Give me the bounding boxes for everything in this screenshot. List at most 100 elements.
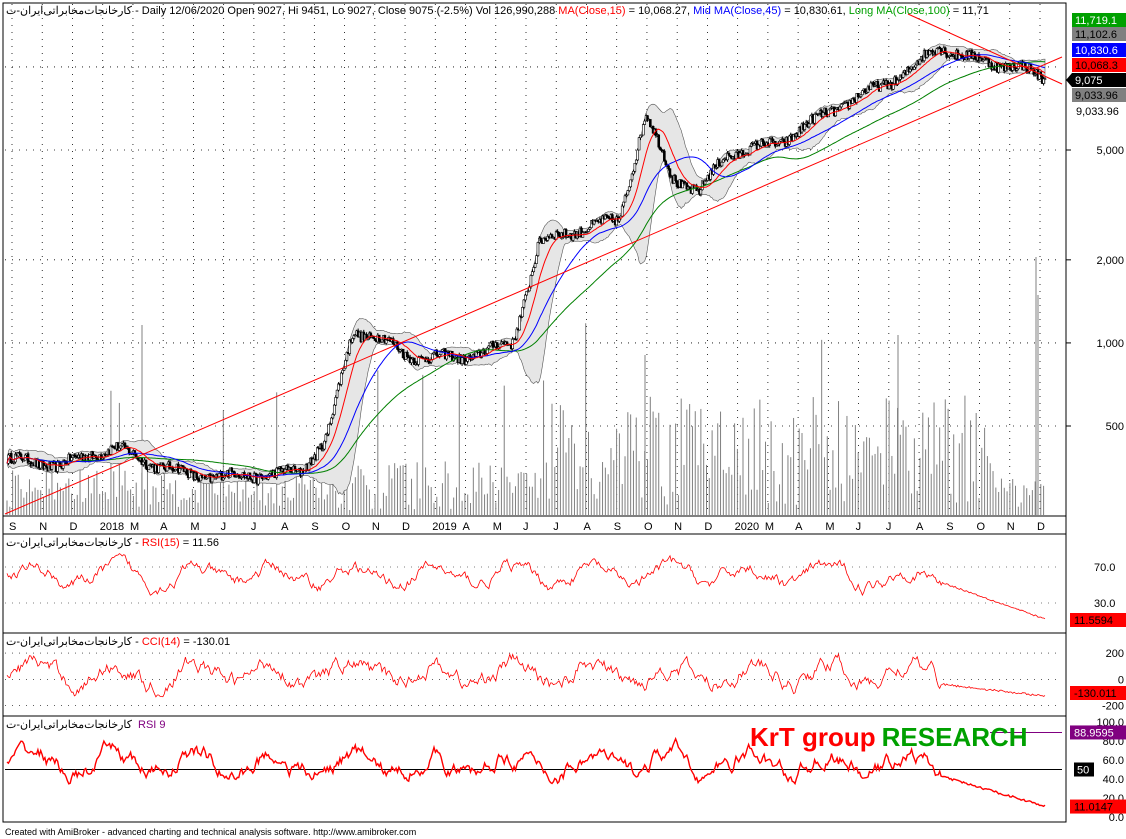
- month-label: A: [916, 521, 924, 533]
- month-label: S: [311, 521, 318, 533]
- candle-body: [738, 152, 742, 159]
- candle-body: [195, 472, 198, 479]
- rsi15-label: RSI(15): [142, 537, 180, 549]
- candle-body: [896, 79, 899, 85]
- candle-body: [901, 72, 905, 78]
- cci14-sep: -: [132, 636, 142, 648]
- candle-body: [147, 465, 151, 470]
- candle-body: [1017, 62, 1020, 70]
- candle-body: [873, 84, 877, 87]
- candle-body: [289, 467, 293, 473]
- month-label: N: [372, 521, 380, 533]
- candle-body: [252, 472, 256, 483]
- chart-header: کارخانجات‌مخابراتی‌ایران-ت - Daily 12/06…: [6, 5, 989, 17]
- price-tag-bg: [1072, 58, 1126, 72]
- month-label: M: [130, 521, 139, 533]
- candle-body: [748, 146, 752, 156]
- candle-body: [643, 120, 646, 125]
- candle-body: [632, 171, 635, 175]
- grid: [5, 4, 1062, 770]
- candle-body: [254, 472, 257, 475]
- month-label: 2020: [735, 521, 759, 533]
- brand-part1: KrT group: [750, 722, 876, 752]
- candle-body: [339, 372, 343, 385]
- month-label: M: [765, 521, 774, 533]
- candle-body: [22, 459, 26, 462]
- candle-body: [533, 263, 537, 268]
- candle-body: [809, 115, 812, 125]
- candle-body: [824, 107, 828, 115]
- price-tag-bg: [1072, 43, 1126, 57]
- candle-body: [480, 352, 484, 358]
- candle-body: [331, 414, 335, 419]
- candle-body: [351, 338, 354, 343]
- candle-body: [406, 352, 409, 358]
- candle-body: [165, 463, 169, 472]
- candle-body: [627, 186, 631, 191]
- month-label: N: [39, 521, 47, 533]
- cci14-pane: [2, 632, 1067, 717]
- candle-body: [1042, 78, 1045, 84]
- candle-body: [157, 464, 160, 473]
- rsi9-last-tag: 11.0147: [1074, 802, 1113, 814]
- candle-body: [133, 450, 137, 455]
- month-label: J: [553, 521, 559, 533]
- month-label: A: [463, 521, 471, 533]
- candle-body: [914, 64, 918, 68]
- candle-body: [726, 153, 729, 161]
- candle-body: [119, 445, 123, 449]
- cci14-tick-label: 200: [1106, 648, 1124, 660]
- price-tag-bg: [1072, 13, 1126, 27]
- candle-body: [626, 190, 630, 196]
- price-tick-label: 5,000: [1096, 145, 1124, 157]
- price-tag-bg: [1072, 27, 1126, 41]
- month-label: M: [190, 521, 199, 533]
- ma-short-line: [6, 50, 1046, 479]
- rsi15-value: = 11.56: [180, 537, 219, 549]
- candle-body: [620, 205, 624, 217]
- trendline-rising: [4, 56, 1063, 515]
- ohlc-summary: - Daily 12/06/2020 Open 9027, Hi 9451, L…: [132, 5, 558, 17]
- candle-body: [807, 123, 811, 128]
- rsi15-sep: -: [132, 537, 142, 549]
- candle-body: [587, 228, 590, 232]
- candle-body: [622, 201, 625, 207]
- candle-body: [257, 475, 260, 485]
- candle-body: [417, 356, 420, 365]
- candle-body: [623, 195, 627, 203]
- candle-body: [880, 82, 884, 86]
- candle-body: [840, 103, 843, 108]
- candle-body: [348, 339, 352, 354]
- candle-body: [523, 294, 527, 301]
- candle-body: [717, 159, 721, 167]
- rsi15-header: کارخانجات‌مخابراتی‌ایران-ت - RSI(15) = 1…: [6, 537, 219, 549]
- candle-body: [410, 358, 413, 364]
- candle-body: [178, 468, 182, 473]
- indicator-axes: 70.030.011.55942000-200-130.011100.080.0…: [1070, 562, 1126, 824]
- candle-body: [876, 81, 880, 88]
- price-tag-bg: [1072, 88, 1126, 102]
- month-label: M: [825, 521, 834, 533]
- rsi9-tick-label: 0.0: [1109, 812, 1124, 824]
- candle-body: [161, 462, 165, 466]
- price-extra-label: 9,033.96: [1076, 106, 1119, 118]
- candle-body: [205, 477, 208, 480]
- candle-body: [401, 348, 405, 358]
- candle-body: [571, 233, 575, 241]
- brand-part2: RESEARCH: [882, 722, 1028, 752]
- price-tag: 11,102.6: [1072, 27, 1126, 41]
- candle-body: [525, 290, 529, 296]
- month-label: M: [493, 521, 502, 533]
- price-tag-text: 11,719.1: [1075, 15, 1117, 27]
- candle-body: [859, 94, 863, 97]
- candle-body: [391, 338, 395, 345]
- month-label: D: [402, 521, 410, 533]
- candle-body: [431, 353, 434, 360]
- cci14-tick-label: -200: [1102, 700, 1124, 712]
- candle-body: [646, 115, 649, 122]
- month-label: J: [856, 521, 862, 533]
- candle-body: [557, 231, 561, 237]
- cci14-tick-label: 0: [1118, 674, 1124, 686]
- month-label: O: [977, 521, 986, 533]
- price-tick-label: 2,000: [1096, 255, 1124, 267]
